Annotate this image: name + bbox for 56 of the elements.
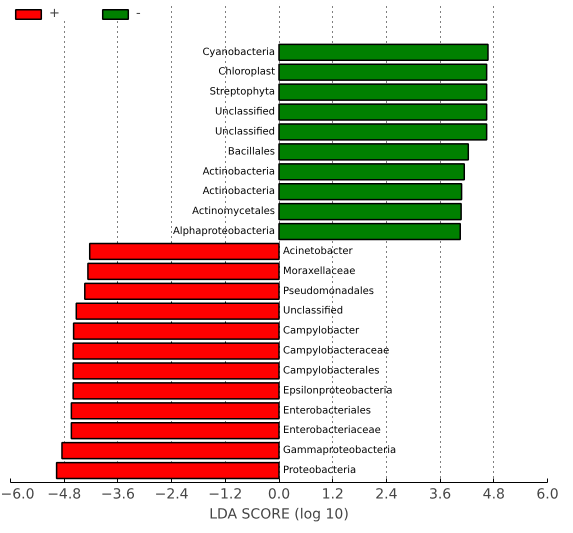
y-tick-label: Enterobacteriales	[283, 405, 371, 416]
bar	[70, 422, 280, 440]
x-tick-label: 1.2	[322, 486, 344, 502]
bar	[278, 183, 462, 200]
bar	[278, 64, 488, 81]
x-tick-label: −3.6	[100, 486, 135, 502]
bar	[72, 342, 280, 360]
x-tick-label: −6.0	[0, 486, 34, 502]
x-tick-label: 0.0	[268, 486, 290, 502]
y-tick-label: Campylobacterales	[283, 365, 380, 376]
bar	[278, 123, 488, 141]
y-tick-label: Campylobacteraceae	[283, 346, 390, 357]
y-tick-label: Actinobacteria	[202, 186, 276, 198]
y-tick-label: Cyanobacteria	[202, 46, 276, 58]
y-tick-label: Alphaproteobacteria	[172, 226, 275, 238]
x-tick-label: 3.6	[428, 486, 452, 502]
x-tick-label: −1.2	[208, 486, 242, 502]
x-tick-label: −2.4	[154, 486, 189, 502]
y-tick-label: Moraxellaceae	[283, 266, 356, 277]
bar	[70, 402, 280, 420]
legend-label: -	[136, 6, 142, 21]
y-tick-label: Acinetobacter	[283, 246, 354, 257]
bar	[72, 322, 280, 340]
y-tick-label: Gammaproteobacteria	[283, 445, 396, 456]
bar	[72, 382, 280, 400]
legend-label: +	[49, 6, 61, 21]
x-tick-label: 4.8	[482, 486, 505, 502]
x-tick-label: −4.8	[47, 486, 82, 502]
y-tick-label: Unclassified	[214, 106, 276, 118]
y-tick-label: Enterobacteriaceae	[283, 425, 381, 436]
x-tick-label: 6.0	[536, 486, 559, 502]
y-tick-label: Chloroplast	[218, 66, 276, 78]
y-tick-label: Bacillales	[228, 146, 276, 158]
y-tick-label: Actinomycetales	[192, 206, 276, 218]
bar	[76, 302, 280, 320]
y-tick-label: Epsilonproteobacteria	[283, 385, 393, 396]
bar	[72, 362, 280, 380]
x-axis-title: LDA SCORE (log 10)	[209, 506, 349, 522]
y-tick-label: Actinobacteria	[202, 166, 276, 178]
bar	[278, 202, 462, 220]
y-tick-label: Unclassified	[283, 306, 344, 317]
bar	[278, 143, 470, 161]
y-tick-label: Pseudomonadales	[283, 286, 374, 297]
bar	[84, 282, 280, 300]
bar	[88, 242, 280, 260]
bar	[278, 163, 466, 181]
x-tick-label: 2.4	[375, 486, 398, 502]
bar	[87, 262, 280, 280]
y-tick-label: Campylobacter	[283, 326, 360, 337]
bar	[278, 44, 489, 62]
y-tick-label: Proteobacteria	[283, 465, 356, 476]
bar	[278, 103, 488, 121]
y-tick-label: Unclassified	[214, 126, 276, 138]
bar	[278, 83, 488, 101]
y-tick-label: Streptophyta	[210, 86, 276, 98]
bar	[278, 222, 461, 240]
